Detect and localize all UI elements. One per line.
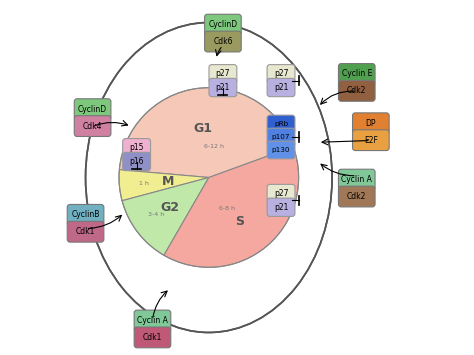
FancyBboxPatch shape: [134, 310, 171, 331]
Text: p27: p27: [216, 69, 230, 78]
Wedge shape: [119, 170, 209, 201]
Text: Cyclin A: Cyclin A: [137, 316, 168, 325]
FancyBboxPatch shape: [338, 64, 375, 84]
FancyBboxPatch shape: [267, 128, 295, 146]
Text: p21: p21: [274, 83, 288, 92]
Wedge shape: [164, 147, 299, 267]
FancyBboxPatch shape: [338, 186, 375, 207]
Text: p107: p107: [272, 134, 290, 140]
FancyBboxPatch shape: [209, 65, 237, 83]
FancyBboxPatch shape: [67, 204, 104, 225]
FancyBboxPatch shape: [267, 184, 295, 203]
FancyBboxPatch shape: [205, 31, 241, 52]
Text: Cdk2: Cdk2: [347, 192, 366, 201]
Text: CyclinD: CyclinD: [78, 105, 107, 114]
FancyBboxPatch shape: [338, 81, 375, 101]
FancyBboxPatch shape: [123, 138, 151, 157]
FancyBboxPatch shape: [267, 198, 295, 217]
FancyBboxPatch shape: [67, 222, 104, 242]
Text: DP: DP: [365, 119, 376, 128]
FancyBboxPatch shape: [353, 130, 389, 151]
FancyBboxPatch shape: [123, 152, 151, 171]
Text: E2F: E2F: [364, 136, 378, 145]
Text: G2: G2: [160, 201, 179, 214]
Text: Cdk6: Cdk6: [213, 37, 233, 46]
FancyBboxPatch shape: [74, 99, 111, 120]
Text: 6-12 h: 6-12 h: [204, 144, 224, 149]
Text: Cyclin A: Cyclin A: [341, 175, 372, 184]
Text: p21: p21: [216, 83, 230, 92]
FancyBboxPatch shape: [267, 115, 295, 133]
Text: Cdk1: Cdk1: [76, 227, 95, 236]
Text: CyclinD: CyclinD: [209, 20, 237, 29]
Text: 6-8 h: 6-8 h: [219, 206, 235, 211]
Text: Cyclin E: Cyclin E: [342, 70, 372, 78]
FancyBboxPatch shape: [338, 169, 375, 190]
FancyBboxPatch shape: [205, 14, 241, 35]
Text: 3-4 h: 3-4 h: [148, 212, 164, 217]
Text: M: M: [163, 175, 175, 187]
FancyBboxPatch shape: [267, 78, 295, 97]
Text: G1: G1: [193, 122, 212, 135]
Text: p27: p27: [274, 189, 288, 198]
Text: Cdk4: Cdk4: [83, 121, 102, 131]
Text: p130: p130: [272, 147, 290, 153]
Ellipse shape: [85, 22, 332, 333]
FancyBboxPatch shape: [353, 113, 389, 133]
Text: pRb: pRb: [274, 121, 288, 127]
Text: p16: p16: [129, 157, 144, 166]
Text: Cdk2: Cdk2: [347, 86, 366, 95]
FancyBboxPatch shape: [209, 78, 237, 97]
Wedge shape: [122, 178, 209, 255]
FancyBboxPatch shape: [74, 116, 111, 136]
Text: p27: p27: [274, 69, 288, 78]
Text: p21: p21: [274, 203, 288, 212]
Text: Cdk1: Cdk1: [143, 333, 162, 342]
Wedge shape: [119, 88, 293, 178]
Text: p15: p15: [129, 143, 144, 152]
Text: CyclinB: CyclinB: [72, 210, 100, 219]
FancyBboxPatch shape: [134, 327, 171, 348]
Text: 1 h: 1 h: [139, 181, 149, 186]
FancyBboxPatch shape: [267, 141, 295, 159]
FancyBboxPatch shape: [267, 65, 295, 83]
Text: S: S: [235, 215, 244, 228]
